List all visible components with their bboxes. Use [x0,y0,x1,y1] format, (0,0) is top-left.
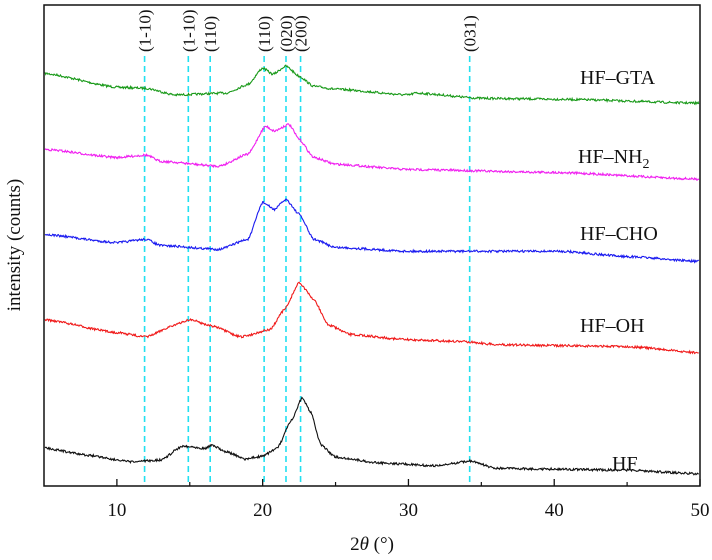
x-tick-label: 20 [253,500,272,521]
reference-label: (1-10) [136,10,155,52]
series-labels: HF–GTA HF–NH2 HF–CHO HF–OH HF [578,67,658,475]
series-label: HF [612,453,638,475]
reference-label: (110) [255,16,274,52]
plot-frame [43,4,701,487]
series-label: HF–NH2 [578,146,649,172]
series-line-2 [44,198,699,264]
x-tick-label: 10 [107,500,126,521]
series-label: HF–CHO [580,223,658,245]
series-label: HF–GTA [580,67,656,89]
reference-label: (200) [292,15,311,52]
series-label: HF–OH [580,315,644,337]
x-tick-label: 30 [399,500,418,521]
series-group [44,64,700,476]
x-axis-label: 2θ (°) [350,534,394,555]
x-axis: 10 20 30 40 50 [107,479,710,521]
y-axis-label: intensity (counts) [4,179,25,311]
reference-label: (1-10) [179,10,198,52]
x-tick-label: 50 [691,500,710,521]
series-line-4 [44,396,700,476]
series-line-1 [44,123,700,181]
x-tick-label: 40 [545,500,564,521]
reference-lines: (1-10) (1-10) (110) (110) (020)(200) (031) [136,10,480,486]
series-line-0 [44,64,700,106]
series-line-3 [44,281,699,355]
reference-label: (110) [201,16,220,52]
reference-label: (031) [461,15,480,52]
reference-label: (020) [277,15,296,52]
